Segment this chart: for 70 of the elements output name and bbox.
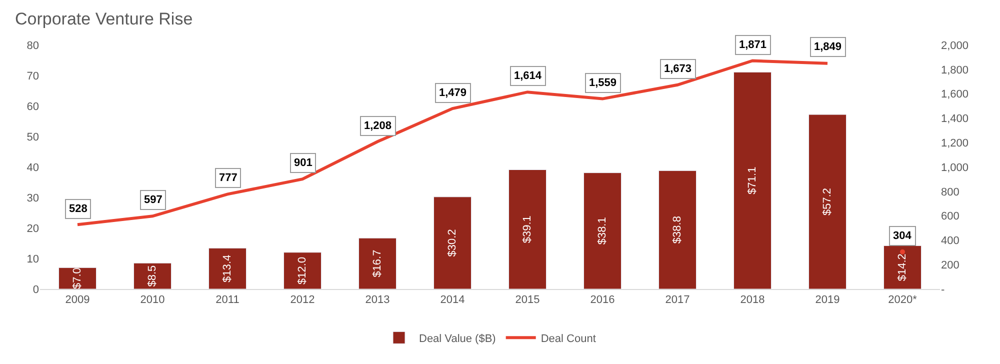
y-tick-label: 0 — [32, 284, 39, 296]
x-tick-label: 2010 — [140, 294, 165, 306]
bar — [358, 238, 396, 289]
x-tick-label: 2018 — [740, 294, 765, 306]
y2-tick-label: 1,600 — [941, 88, 969, 101]
data-label: $8.5 — [146, 265, 158, 287]
legend-label: Deal Count — [540, 332, 596, 345]
y-tick-label: 50 — [26, 131, 39, 144]
bar — [508, 170, 546, 289]
data-label: 1,849 — [814, 41, 842, 53]
bar — [284, 252, 322, 289]
data-label: 304 — [893, 230, 912, 242]
x-tick-label: 2013 — [365, 294, 390, 306]
y-tick-label: 30 — [26, 192, 39, 204]
data-label: 901 — [294, 157, 312, 169]
y-tick-label: 80 — [26, 40, 39, 52]
y2-tick-label: 1,800 — [941, 64, 969, 76]
y2-tick-label: 1,400 — [941, 113, 969, 126]
x-tick-label: 2017 — [665, 294, 690, 306]
chart-title: Corporate Venture Rise — [15, 10, 193, 29]
data-label: $57.2 — [822, 188, 834, 216]
data-label: 528 — [69, 203, 88, 215]
data-label: $13.4 — [222, 254, 234, 282]
data-label: $14.2 — [896, 254, 908, 282]
data-label: $71.1 — [746, 166, 758, 194]
x-tick-label: 2012 — [290, 294, 315, 306]
bar — [434, 196, 472, 289]
data-label: 1,559 — [589, 77, 617, 89]
data-label: $30.2 — [446, 229, 458, 257]
x-tick-label: 2015 — [515, 294, 540, 306]
y2-tick-label: 800 — [941, 186, 960, 198]
data-label: $38.8 — [672, 216, 684, 244]
y2-tick-label: 1,200 — [941, 137, 969, 150]
x-tick-label: 2011 — [216, 294, 240, 306]
bar — [208, 248, 246, 289]
x-tick-label: 2016 — [590, 294, 615, 306]
data-label: 1,208 — [364, 120, 392, 132]
bar — [584, 172, 622, 289]
data-label: 597 — [144, 194, 162, 206]
data-label: $12.0 — [296, 256, 308, 284]
x-tick-label: 2019 — [815, 294, 840, 306]
data-label: 1,614 — [514, 70, 542, 82]
data-label: 1,871 — [739, 39, 767, 51]
y-tick-label: 20 — [26, 222, 39, 235]
legend-label: Deal Value ($B) — [419, 332, 496, 345]
x-tick-label: 2009 — [65, 294, 90, 306]
y-tick-label: 40 — [26, 162, 39, 174]
y2-tick-label: - — [941, 284, 945, 296]
x-tick-label: 2014 — [440, 294, 465, 306]
y2-tick-label: 200 — [941, 259, 960, 272]
bar — [58, 267, 96, 289]
x-tick-label: 2020* — [888, 294, 918, 306]
y-tick-label: 10 — [26, 253, 39, 266]
y2-tick-label: 600 — [941, 210, 960, 223]
bar — [134, 262, 172, 289]
bar — [734, 72, 772, 289]
bar — [658, 170, 696, 289]
data-label: $16.7 — [372, 250, 384, 278]
data-label: $38.1 — [596, 217, 608, 245]
bar — [808, 114, 846, 289]
y2-tick-label: 2,000 — [941, 40, 969, 52]
data-label: $39.1 — [522, 216, 534, 244]
y2-tick-label: 1,000 — [941, 162, 969, 174]
data-label: 777 — [219, 172, 238, 184]
y-tick-label: 60 — [26, 100, 39, 113]
data-label: 1,673 — [664, 63, 692, 75]
data-label: $7.0 — [72, 268, 84, 290]
y2-tick-label: 400 — [941, 235, 960, 248]
data-label: 1,479 — [439, 87, 467, 99]
y-tick-label: 70 — [26, 70, 39, 82]
